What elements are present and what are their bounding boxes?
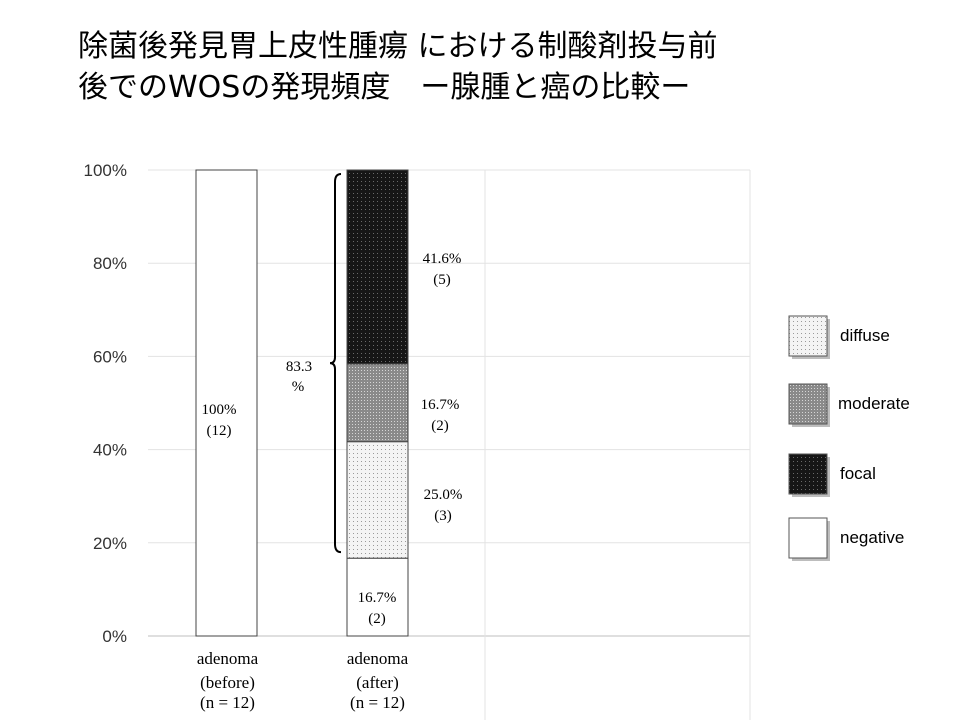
data-label: 16.7% [358, 590, 397, 606]
x-category-count: (n = 12) [200, 693, 255, 712]
y-tick-label: 20% [93, 534, 127, 553]
title-line-1: 除菌後発見胃上皮性腫瘍 における制酸剤投与前 [78, 29, 718, 64]
data-label: 41.6% [423, 251, 462, 267]
data-label: 100% [202, 402, 237, 418]
bracket-label-unit: % [292, 379, 305, 395]
x-category-label: adenoma [347, 649, 409, 668]
y-tick-label: 100% [84, 161, 127, 180]
legend-swatch-focal [788, 453, 828, 495]
bracket [329, 173, 342, 554]
x-category-count: (n = 12) [350, 693, 405, 712]
legend-swatch-diffuse [788, 315, 828, 357]
bar-segment-negative [346, 557, 409, 637]
data-label-count: (5) [433, 272, 451, 288]
bar-segment-focal [346, 169, 409, 365]
bar-segment-negative [195, 169, 258, 637]
data-label-count: (2) [431, 418, 449, 434]
y-tick-label: 80% [93, 254, 127, 273]
y-tick-label: 60% [93, 347, 127, 366]
legend-label-moderate: moderate [838, 394, 910, 413]
x-category-sublabel: (after) [356, 673, 398, 692]
x-category-label: adenoma [197, 649, 259, 668]
data-label-count: (2) [368, 611, 386, 627]
bar-segment-moderate [346, 363, 409, 443]
legend-label-negative: negative [840, 528, 904, 547]
x-category-sublabel: (before) [200, 673, 255, 692]
legend-label-diffuse: diffuse [840, 326, 890, 345]
data-label: 16.7% [421, 397, 460, 413]
y-tick-label: 40% [93, 441, 127, 460]
data-label-count: (12) [207, 423, 232, 439]
legend-label-focal: focal [840, 464, 876, 483]
bracket-label: 83.3 [286, 359, 312, 375]
y-tick-label: 0% [102, 627, 127, 646]
data-label: 25.0% [424, 487, 463, 503]
data-label-count: (3) [434, 508, 452, 524]
bar-segment-diffuse [346, 441, 409, 559]
legend-swatch-moderate [788, 383, 828, 425]
legend-swatch-negative [788, 517, 828, 559]
chart-title: 除菌後発見胃上皮性腫瘍 における制酸剤投与前 後でのWOSの発現頻度 ー腺腫と癌… [78, 26, 938, 108]
title-line-2: 後でのWOSの発現頻度 ー腺腫と癌の比較ー [78, 70, 691, 105]
